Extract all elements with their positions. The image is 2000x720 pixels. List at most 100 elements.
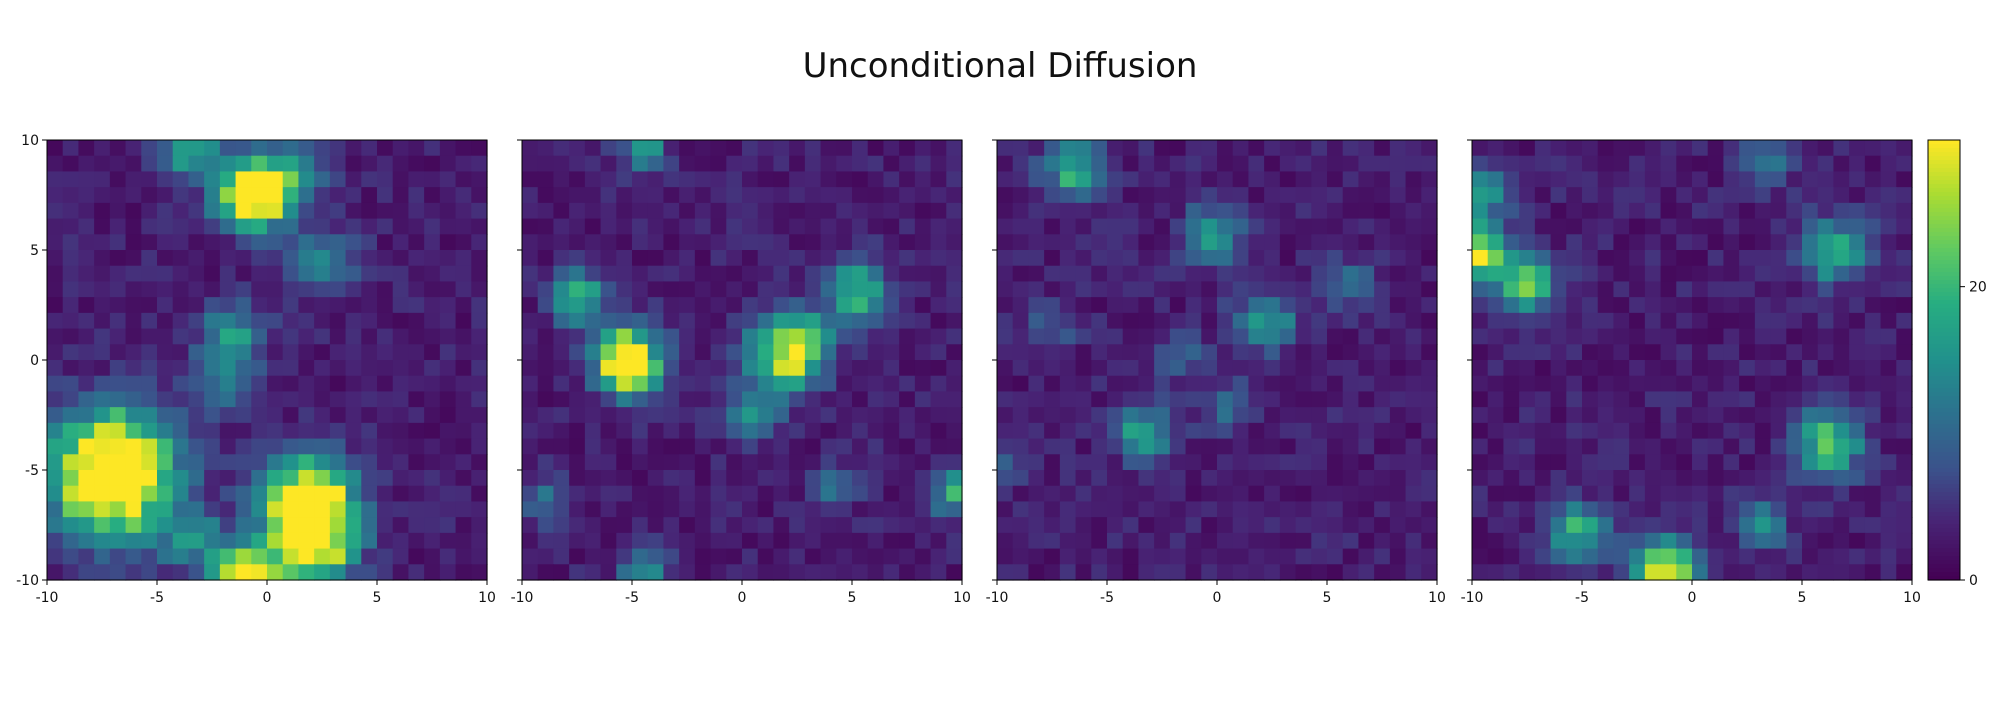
heatmap-cell — [1472, 234, 1489, 251]
heatmap-cell — [408, 564, 425, 581]
heatmap-cell — [62, 375, 80, 393]
heatmap-cell — [1676, 202, 1693, 220]
heatmap-cell — [455, 501, 472, 518]
heatmap-cell — [1374, 281, 1391, 298]
heatmap-cell — [1487, 234, 1505, 251]
heatmap-cell — [1534, 328, 1552, 345]
heatmap-cell — [1707, 564, 1725, 581]
heatmap-cell — [883, 234, 900, 251]
heatmap-cell — [1833, 548, 1850, 565]
heatmap-cell — [1107, 312, 1124, 330]
heatmap-cell — [1169, 438, 1187, 455]
heatmap-cell — [1880, 532, 1897, 550]
heatmap-cell — [1692, 297, 1709, 314]
heatmap-cell — [125, 548, 142, 565]
heatmap-cell — [883, 501, 900, 518]
heatmap-cell — [424, 375, 441, 393]
heatmap-cell — [553, 564, 570, 581]
colorbar-segment — [1928, 164, 1960, 169]
heatmap-cell — [1248, 375, 1265, 393]
heatmap-cell — [471, 202, 488, 220]
heatmap-cell — [1091, 454, 1108, 471]
heatmap-cell — [553, 391, 570, 408]
heatmap-cell — [1169, 485, 1187, 503]
heatmap-cell — [663, 297, 680, 314]
heatmap-cell — [1566, 297, 1583, 314]
heatmap-cell — [1358, 360, 1375, 377]
heatmap-cell — [377, 470, 394, 487]
heatmap-cell — [1059, 438, 1077, 455]
heatmap-cell — [1849, 454, 1866, 471]
heatmap-cell — [1264, 517, 1281, 534]
heatmap-cell — [125, 312, 142, 330]
heatmap-cell — [1075, 250, 1092, 267]
heatmap-cell — [1550, 265, 1567, 283]
heatmap-cell — [1217, 501, 1234, 518]
heatmap-cell — [1028, 407, 1045, 424]
colorbar-segment — [1928, 368, 1960, 373]
heatmap-cell — [1739, 140, 1756, 157]
heatmap-cell — [1311, 532, 1328, 550]
heatmap-cell — [1012, 297, 1030, 314]
heatmap-cell — [141, 564, 158, 581]
heatmap-cell — [235, 532, 252, 550]
heatmap-cell — [377, 218, 394, 235]
heatmap-cell — [820, 140, 837, 157]
heatmap-cell — [1582, 312, 1599, 330]
heatmap-cell — [679, 312, 696, 330]
heatmap-cell — [647, 470, 665, 487]
colorbar-segment — [1928, 348, 1960, 353]
heatmap-cell — [647, 360, 665, 377]
heatmap-cell — [1833, 328, 1850, 345]
heatmap-cell — [125, 422, 142, 440]
heatmap-cell — [757, 391, 775, 408]
heatmap-cell — [392, 485, 410, 503]
heatmap-cell — [1012, 250, 1030, 267]
heatmap-cell — [1534, 265, 1552, 283]
heatmap-cell — [1739, 391, 1756, 408]
heatmap-cell — [789, 438, 806, 455]
heatmap-cell — [1107, 281, 1124, 298]
heatmap-cell — [1864, 202, 1882, 220]
x-tick-label: 10 — [953, 590, 971, 606]
heatmap-cell — [298, 485, 315, 503]
heatmap-cell — [522, 375, 539, 393]
heatmap-cell — [1676, 281, 1693, 298]
heatmap-cell — [1342, 391, 1360, 408]
heatmap-cell — [62, 470, 80, 487]
heatmap-cell — [172, 297, 190, 314]
heatmap-cell — [1295, 297, 1312, 314]
heatmap-cell — [663, 218, 680, 235]
heatmap-cell — [1864, 517, 1882, 534]
heatmap-cell — [710, 564, 727, 581]
heatmap-cell — [188, 328, 205, 345]
heatmap-cell — [1012, 171, 1030, 188]
heatmap-cell — [930, 470, 947, 487]
heatmap-cell — [188, 454, 205, 471]
heatmap-cell — [1707, 548, 1725, 565]
heatmap-cell — [424, 171, 441, 188]
heatmap-cell — [773, 140, 790, 157]
heatmap-cell — [1185, 375, 1202, 393]
heatmap-cell — [1358, 454, 1375, 471]
heatmap-cell — [1232, 297, 1250, 314]
heatmap-cell — [1660, 564, 1677, 581]
heatmap-cell — [742, 485, 759, 503]
heatmap-cell — [694, 312, 712, 330]
heatmap-cell — [1692, 312, 1709, 330]
heatmap-cell — [836, 265, 853, 283]
heatmap-cell — [789, 422, 806, 440]
heatmap-cell — [1613, 375, 1630, 393]
heatmap-cell — [1185, 312, 1202, 330]
heatmap-cell — [1044, 218, 1061, 235]
heatmap-cell — [109, 312, 127, 330]
heatmap-cell — [1472, 297, 1489, 314]
heatmap-cell — [997, 564, 1014, 581]
heatmap-cell — [820, 281, 837, 298]
heatmap-cell — [1217, 532, 1234, 550]
heatmap-cell — [616, 328, 633, 345]
heatmap-cell — [663, 328, 680, 345]
heatmap-cell — [522, 202, 539, 220]
heatmap-cell — [1566, 281, 1583, 298]
heatmap-cell — [94, 391, 111, 408]
